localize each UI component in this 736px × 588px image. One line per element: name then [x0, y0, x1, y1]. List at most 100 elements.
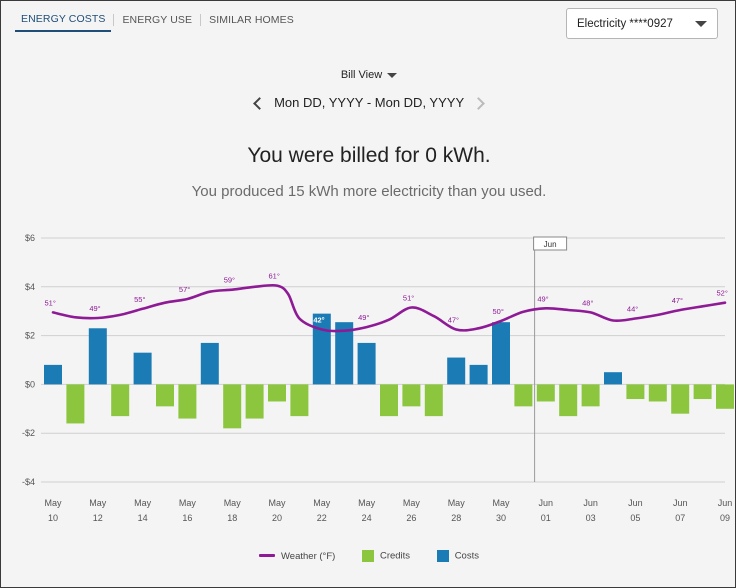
legend-costs-label: Costs: [454, 550, 479, 562]
credit-bar[interactable]: [66, 384, 85, 424]
weather-label: 47°: [448, 316, 459, 325]
legend-weather-label: Weather (°F): [281, 550, 336, 562]
weather-label: 51°: [403, 294, 414, 303]
tab-energy-costs[interactable]: ENERGY COSTS: [15, 13, 112, 32]
tab-similar-homes[interactable]: SIMILAR HOMES: [209, 13, 294, 26]
x-tick-day: 12: [93, 513, 103, 523]
credit-bar[interactable]: [290, 384, 309, 417]
x-tick-day: 16: [182, 513, 192, 523]
weather-label: 47°: [672, 296, 683, 305]
x-tick-month: Jun: [718, 498, 733, 508]
x-tick-month: May: [224, 498, 242, 508]
cost-bar[interactable]: [133, 352, 152, 385]
credits-swatch: [361, 550, 374, 562]
x-tick-month: May: [268, 498, 286, 508]
credit-bar[interactable]: [380, 384, 398, 417]
weather-swatch: [259, 554, 275, 558]
weather-label: 44°: [627, 305, 638, 314]
date-range-nav: Mon DD, YYYY - Mon DD, YYYY: [1, 95, 736, 110]
x-tick-month: May: [313, 498, 331, 508]
weather-label: 50°: [493, 307, 504, 316]
credit-bar[interactable]: [626, 384, 645, 400]
x-tick-month: Jun: [673, 498, 688, 508]
credit-bar[interactable]: [178, 384, 197, 419]
credit-bar[interactable]: [111, 384, 130, 417]
energy-cost-chart: $6 $4 $2 $0 -$2 -$4 Jun 51° 49° 55° 57° 59° 61° 42° 49…: [22, 233, 734, 523]
credit-bar[interactable]: [559, 384, 578, 417]
cost-bar[interactable]: [604, 372, 622, 385]
legend-credits[interactable]: Credits: [361, 550, 411, 562]
x-tick-day: 30: [496, 513, 506, 523]
weather-label: 57°: [179, 285, 190, 294]
credit-bar[interactable]: [223, 384, 242, 429]
date-range-label: Mon DD, YYYY - Mon DD, YYYY: [274, 95, 464, 110]
x-tick-day: 26: [406, 513, 416, 523]
credit-bar[interactable]: [536, 384, 555, 402]
billed-summary: You were billed for 0 kWh.: [247, 144, 491, 167]
weather-label: 49°: [537, 294, 548, 303]
legend-costs[interactable]: Costs: [436, 550, 479, 562]
credit-bar[interactable]: [581, 384, 600, 407]
cost-bar[interactable]: [357, 342, 376, 385]
cost-bar[interactable]: [492, 322, 510, 385]
weather-label: 51°: [45, 298, 56, 307]
y-tick-label: $2: [25, 331, 35, 341]
credit-bar[interactable]: [514, 384, 533, 407]
cost-bar[interactable]: [200, 342, 219, 385]
x-tick-day: 18: [227, 513, 237, 523]
weather-label: 59°: [224, 276, 235, 285]
x-tick-day: 09: [720, 513, 730, 523]
x-tick-month: May: [403, 498, 421, 508]
x-tick-month: Jun: [583, 498, 598, 508]
chevron-down-icon: [387, 72, 398, 78]
y-tick-label: -$4: [22, 477, 35, 487]
weather-label: 61°: [269, 272, 280, 281]
x-tick-day: 07: [675, 513, 685, 523]
chevron-right-icon[interactable]: [471, 97, 485, 110]
x-tick-month: May: [89, 498, 107, 508]
x-tick-day: 10: [48, 513, 58, 523]
chevron-left-icon[interactable]: [253, 97, 267, 110]
legend-weather[interactable]: Weather (°F): [259, 551, 335, 562]
legend-credits-label: Credits: [379, 550, 411, 562]
x-tick-month: Jun: [628, 498, 643, 508]
account-select[interactable]: Electricity ****0927: [566, 8, 718, 39]
credit-bar[interactable]: [245, 384, 264, 419]
credit-bar[interactable]: [648, 384, 667, 402]
cost-bar[interactable]: [335, 322, 354, 385]
x-tick-month: May: [448, 498, 466, 508]
x-tick-day: 22: [317, 513, 327, 523]
tab-energy-use[interactable]: ENERGY USE: [122, 13, 193, 26]
x-tick-day: 05: [630, 513, 640, 523]
credit-bar[interactable]: [716, 384, 734, 409]
credit-bar[interactable]: [424, 384, 443, 417]
weather-label: 49°: [358, 313, 369, 322]
credit-bar[interactable]: [156, 384, 174, 407]
cost-bar[interactable]: [447, 357, 466, 385]
weather-label: 52°: [717, 289, 728, 298]
credit-bar[interactable]: [671, 384, 690, 414]
y-tick-label: -$2: [22, 428, 35, 438]
credit-bar[interactable]: [268, 384, 286, 402]
view-select[interactable]: Bill View: [340, 69, 398, 81]
cost-bar[interactable]: [469, 364, 488, 385]
weather-label: 55°: [134, 295, 145, 304]
x-tick-day: 14: [138, 513, 148, 523]
weather-label: 42°: [313, 316, 324, 325]
x-tick-month: Jun: [539, 498, 554, 508]
x-tick-day: 20: [272, 513, 282, 523]
tab-divider: [113, 13, 115, 26]
weather-label: 49°: [89, 304, 100, 313]
cost-bar[interactable]: [44, 364, 62, 385]
credit-bar[interactable]: [693, 384, 712, 400]
credit-bar[interactable]: [402, 384, 421, 407]
tab-divider: [200, 13, 202, 26]
marker-label: Jun: [544, 240, 557, 249]
y-tick-label: $0: [25, 379, 35, 389]
x-tick-day: 01: [541, 513, 551, 523]
x-tick-month: May: [179, 498, 197, 508]
cost-bar[interactable]: [88, 328, 107, 385]
view-select-label: Bill View: [340, 69, 383, 81]
weather-line: [51, 283, 727, 333]
